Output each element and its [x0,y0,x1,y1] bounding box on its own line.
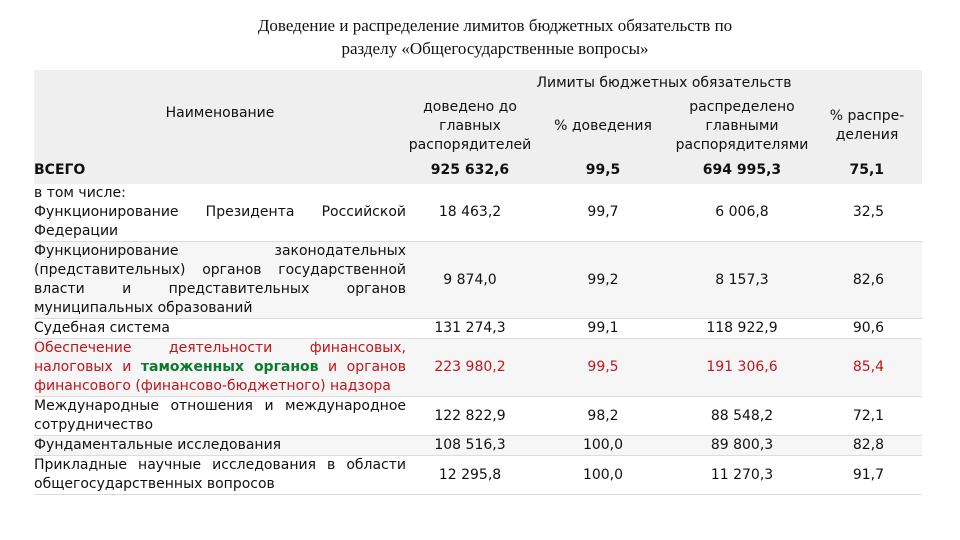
row-label: Фундаментальные исследования [34,435,406,456]
table-row-highlighted: Обеспечение деятельности финансовых, нал… [34,338,923,397]
cell-distributed-percent: 90,6 [812,318,923,339]
cell-allocated-percent: 99,5 [534,338,672,397]
cell-allocated: 223 980,2 [406,338,534,397]
cell-allocated: 131 274,3 [406,318,534,339]
column-header-allocated: доведено до главных распорядителей [406,96,534,156]
row-label-highlight: таможенных органов [140,359,319,375]
row-label: Судебная система [34,318,406,339]
table-row: Международные отношения и международное … [34,396,923,436]
total-allocated: 925 632,6 [406,156,534,184]
column-header-distributed-percent: % распре-деления [812,96,923,156]
budget-limits-table: Наименование Лимиты бюджетных обязательс… [34,70,923,495]
cell-allocated-percent: 99,1 [534,318,672,339]
cell-allocated: 108 516,3 [406,435,534,456]
cell-distributed: 118 922,9 [672,318,812,339]
cell-distributed: 191 306,6 [672,338,812,397]
total-distributed: 694 995,3 [672,156,812,184]
cell-allocated: 12 295,8 [406,455,534,495]
row-label-text: Функционирование Президента Российской Ф… [34,204,406,239]
cell-distributed: 88 548,2 [672,396,812,436]
cell-allocated-percent: 99,7 [534,184,672,242]
row-label: Функционирование законодательных (предст… [34,241,406,319]
limits-group-header: Лимиты бюджетных обязательств [406,70,923,96]
cell-distributed-percent: 72,1 [812,396,923,436]
table-row: Судебная система 131 274,3 99,1 118 922,… [34,318,923,339]
column-header-allocated-percent: % доведения [534,96,672,156]
cell-allocated: 122 822,9 [406,396,534,436]
total-distributed-percent: 75,1 [812,156,923,184]
total-row: ВСЕГО 925 632,6 99,5 694 995,3 75,1 [34,156,923,184]
table-row: Функционирование законодательных (предст… [34,241,923,319]
row-label: Прикладные научные исследования в област… [34,455,406,495]
cell-distributed-percent: 82,6 [812,241,923,319]
name-column-header: Наименование [34,70,406,156]
cell-allocated-percent: 98,2 [534,396,672,436]
cell-distributed-percent: 82,8 [812,435,923,456]
cell-allocated-percent: 99,2 [534,241,672,319]
header-row-group: Наименование Лимиты бюджетных обязательс… [34,70,923,156]
cell-distributed-percent: 32,5 [812,184,923,242]
table-row: Фундаментальные исследования 108 516,3 1… [34,435,923,456]
slide-title: Доведение и распределение лимитов бюджет… [0,14,960,60]
total-allocated-percent: 99,5 [534,156,672,184]
cell-distributed: 6 006,8 [672,184,812,242]
title-line-2: разделу «Общегосударственные вопросы» [341,39,649,58]
column-header-distributed: распределено главными распорядителями [672,96,812,156]
row-label: Обеспечение деятельности финансовых, нал… [34,338,406,397]
cell-distributed: 8 157,3 [672,241,812,319]
subheader-text: в том числе: [34,185,126,201]
table-row: Прикладные научные исследования в област… [34,455,923,495]
total-label: ВСЕГО [34,156,406,184]
row-label: Международные отношения и международное … [34,396,406,436]
row-label-part-1: Обеспечение деятельности финансовых, нал… [34,340,406,375]
cell-distributed-percent: 91,7 [812,455,923,495]
header-row-columns: доведено до главных распорядителей % дов… [34,96,923,156]
title-line-1: Доведение и распределение лимитов бюджет… [257,16,733,35]
cell-allocated: 9 874,0 [406,241,534,319]
cell-distributed-percent: 85,4 [812,338,923,397]
cell-allocated-percent: 100,0 [534,435,672,456]
cell-allocated-percent: 100,0 [534,455,672,495]
table-row: в том числе: Функционирование Президента… [34,184,923,242]
cell-allocated: 18 463,2 [406,184,534,242]
cell-distributed: 11 270,3 [672,455,812,495]
row-label: в том числе: Функционирование Президента… [34,184,406,242]
row-label-part-3: и органов финансового (финансово-бюджетн… [34,359,406,394]
cell-distributed: 89 800,3 [672,435,812,456]
